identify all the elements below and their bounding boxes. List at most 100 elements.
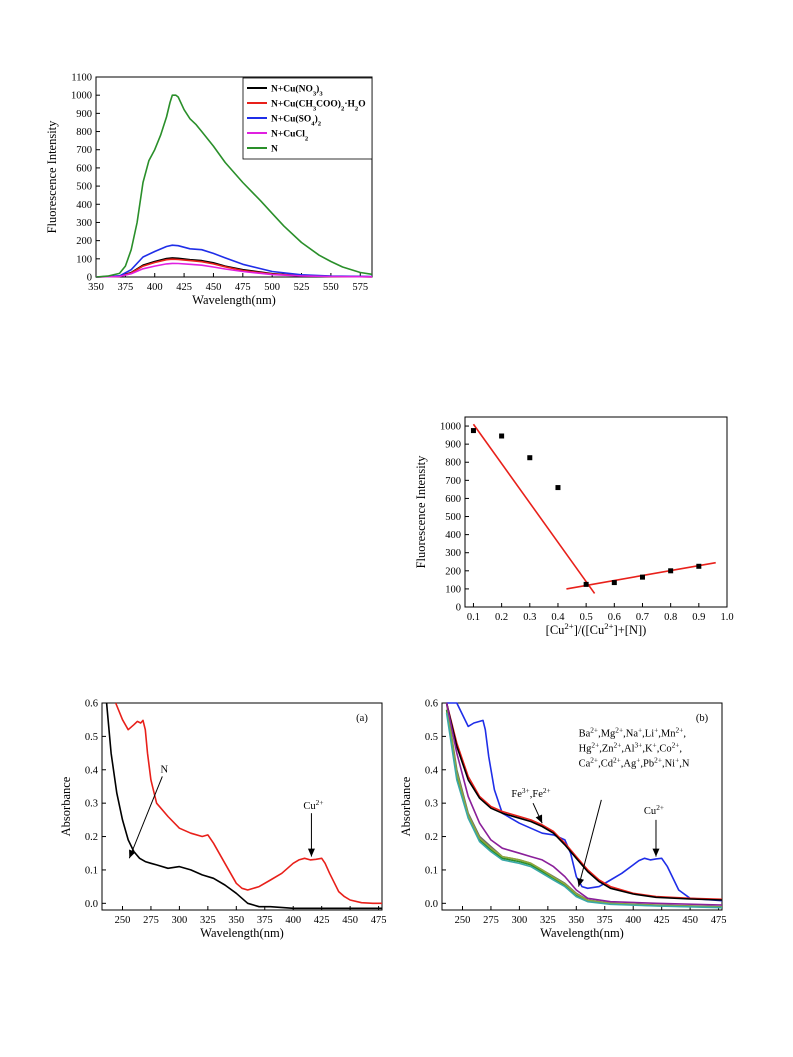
x-tick-label: 475 (371, 915, 387, 926)
y-tick-label: 0 (456, 603, 461, 614)
data-point (527, 455, 533, 461)
y-tick-label: 900 (76, 109, 92, 120)
x-tick-label: 0.9 (692, 612, 705, 623)
data-point (470, 428, 476, 434)
y-tick-label: 0.1 (85, 865, 98, 876)
legend-label: N+Cu(NO3)3 (271, 84, 323, 98)
annotation-arrow-shaft (578, 799, 602, 887)
y-tick-label: 1000 (71, 91, 92, 102)
y-tick-label: 700 (76, 145, 92, 156)
series-line (95, 244, 373, 278)
x-tick-label: 325 (540, 915, 556, 926)
y-tick-label: 200 (76, 236, 92, 247)
series-line (114, 702, 382, 905)
x-axis-label: [Cu2+]/([Cu2+]+[N]) (546, 621, 647, 637)
plot-frame (464, 416, 728, 608)
x-tick-label: 0.6 (608, 612, 621, 623)
x-tick-label: 300 (512, 915, 528, 926)
legend-label: N+CuCl2 (271, 130, 309, 143)
x-tick-label: 0.5 (580, 612, 593, 623)
panel-label: (a) (356, 713, 368, 724)
fit-line (472, 423, 596, 594)
y-tick-label: 0.6 (85, 699, 98, 710)
x-tick-label: 0.4 (551, 612, 565, 623)
y-tick-label: 100 (76, 254, 92, 265)
y-tick-label: 0.0 (425, 899, 438, 910)
plot-frame (95, 76, 373, 278)
series-line (105, 702, 382, 910)
x-tick-label: 300 (172, 915, 188, 926)
data-point (696, 563, 702, 569)
absorbance-b-svg: 250 275 300 325 350 375 400 425 450 475 0.0 0.1 0.2 0… (399, 699, 726, 941)
x-tick-label: 425 (314, 915, 330, 926)
fluorescence-spectra-svg: 350 375 400 425 450 475 500 525 550 575 0 100 200 300… (45, 73, 373, 307)
annotation-arrow-head (307, 848, 315, 857)
y-tick-label: 1000 (440, 422, 461, 433)
x-axis-label: Wavelength(nm) (540, 926, 624, 940)
job-plot-svg: 0.1 0.2 0.3 0.4 0.5 0.6 0.7 0.8 0.9 1.0 0 100 200 300… (414, 416, 734, 637)
series-line (95, 94, 373, 278)
series-line (445, 702, 723, 908)
x-tick-label: 325 (200, 915, 216, 926)
x-tick-label: 0.1 (467, 612, 480, 623)
x-tick-label: 400 (285, 915, 301, 926)
annotation-label: Fe3+,Fe2+ (511, 786, 550, 801)
plot-frame (101, 702, 383, 911)
x-tick-label: 1.0 (720, 612, 733, 623)
data-point (611, 580, 617, 586)
plot-frame (441, 702, 723, 911)
y-tick-label: 0.4 (85, 765, 99, 776)
y-tick-label: 0.3 (85, 799, 98, 810)
x-tick-label: 475 (235, 282, 251, 293)
annotation-label: N (161, 764, 169, 775)
x-tick-label: 450 (342, 915, 358, 926)
x-tick-label: 0.3 (523, 612, 536, 623)
x-tick-label: 425 (654, 915, 670, 926)
y-tick-label: 0.3 (425, 799, 438, 810)
data-point (668, 568, 674, 574)
y-tick-label: 1100 (71, 73, 92, 84)
x-tick-label: 250 (455, 915, 471, 926)
x-tick-label: 400 (147, 282, 163, 293)
annotation-label: Cu2+ (303, 798, 323, 813)
series-line (445, 702, 723, 906)
y-tick-label: 0.5 (85, 732, 98, 743)
annotation-arrow-head (652, 848, 660, 857)
x-tick-label: 275 (143, 915, 159, 926)
y-tick-label: 400 (76, 200, 92, 211)
y-tick-label: 0.0 (85, 899, 98, 910)
y-tick-label: 300 (76, 218, 92, 229)
y-axis-label: Fluorescence Intensity (414, 455, 428, 569)
legend-label: N+Cu(CH3COO)2·H2O (271, 99, 366, 113)
data-point (639, 574, 645, 580)
y-tick-label: 500 (76, 182, 92, 193)
y-tick-label: 0.2 (85, 832, 98, 843)
panel-label: (b) (696, 713, 709, 724)
fluorescence-spectra-chart: 350 375 400 425 450 475 500 525 550 575 0 100 200 300… (40, 60, 385, 320)
data-point (583, 581, 589, 587)
series-line (446, 702, 723, 902)
y-tick-label: 300 (445, 548, 461, 559)
x-tick-label: 375 (257, 915, 273, 926)
x-tick-label: 375 (117, 282, 133, 293)
x-axis-label: Wavelength(nm) (200, 926, 284, 940)
y-tick-label: 100 (445, 584, 461, 595)
y-tick-label: 0 (87, 273, 92, 284)
x-tick-label: 0.2 (495, 612, 508, 623)
y-tick-label: 0.4 (425, 765, 439, 776)
x-tick-label: 500 (264, 282, 280, 293)
y-tick-label: 0.2 (425, 832, 438, 843)
x-tick-label: 450 (682, 915, 698, 926)
y-tick-label: 800 (445, 458, 461, 469)
annotation-label: Cu2+ (644, 802, 664, 817)
annotation-label: Ba2+,Mg2+,Na+,Li+,Mn2+, (579, 725, 686, 740)
x-tick-label: 575 (352, 282, 368, 293)
legend-label: N (271, 145, 278, 155)
job-plot-chart: 0.1 0.2 0.3 0.4 0.5 0.6 0.7 0.8 0.9 1.0 0 100 200 300… (410, 400, 740, 645)
annotation-label: Hg2+,Zn2+,Al3+,K+,Co2+, (579, 740, 682, 755)
annotation-arrow-head (577, 878, 585, 887)
y-tick-label: 0.1 (425, 865, 438, 876)
annotation-arrow-shaft (128, 776, 163, 859)
x-tick-label: 400 (625, 915, 641, 926)
y-tick-label: 0.6 (425, 699, 438, 710)
